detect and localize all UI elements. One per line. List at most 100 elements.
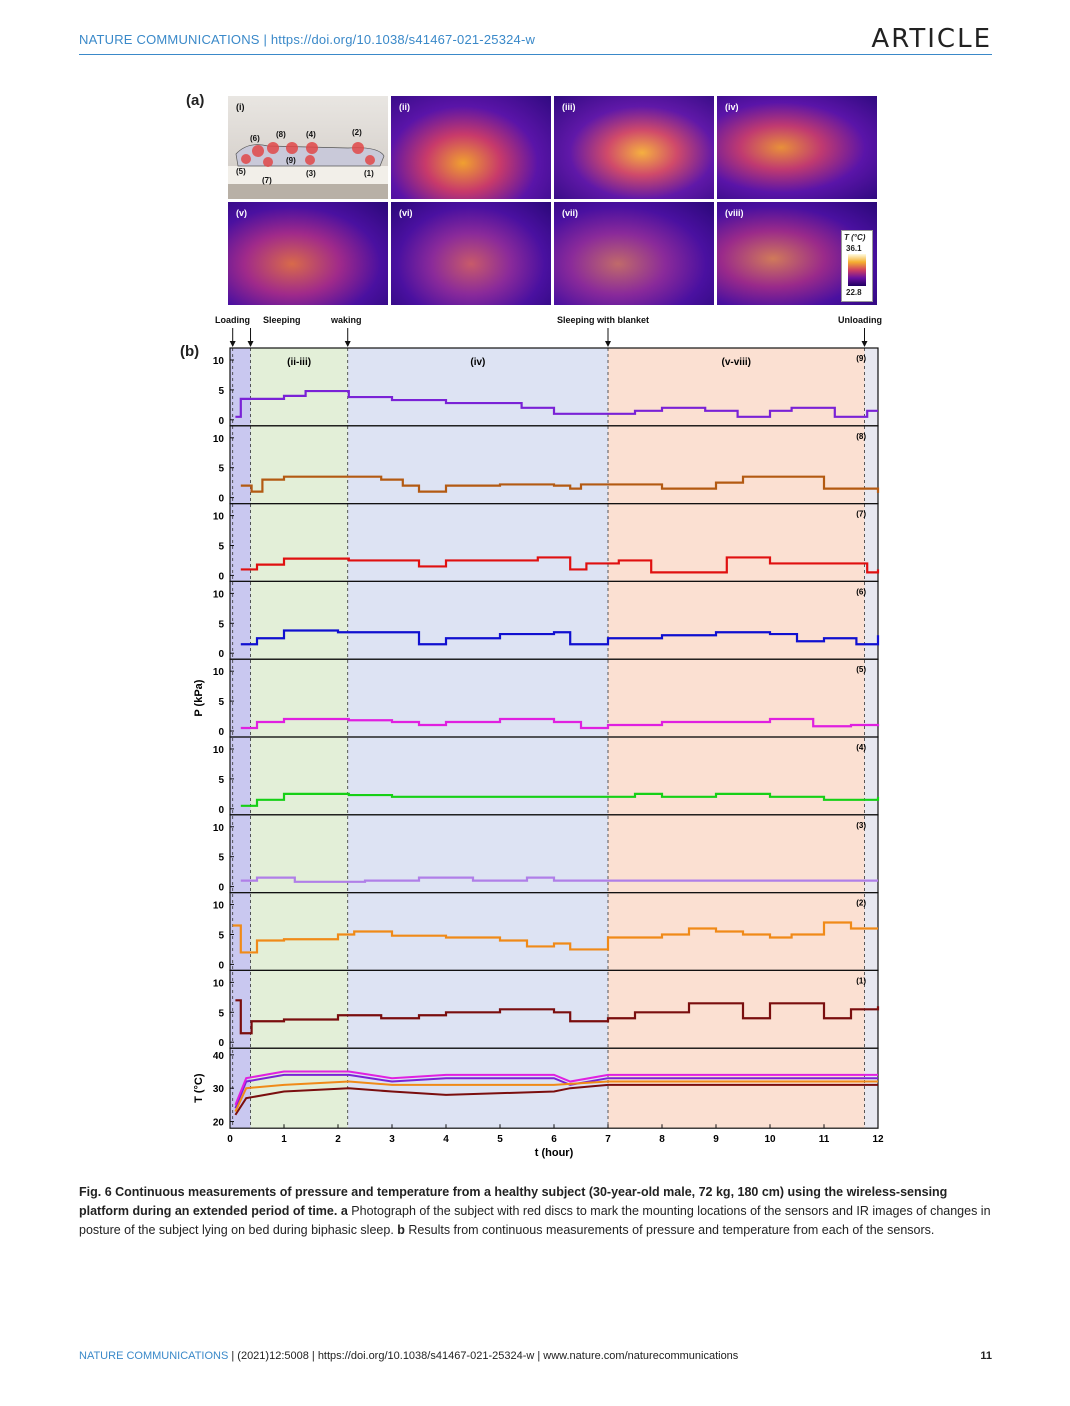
ir-image-ii: (ii): [391, 96, 551, 199]
phase-label-1: (iv): [470, 357, 485, 368]
colorbar-max: 36.1: [846, 244, 862, 253]
sensor-panel-label: (8): [856, 432, 866, 441]
colorbar-min: 22.8: [846, 288, 862, 297]
temperature-series-line: [234, 1070, 878, 1106]
pressure-series-line: [240, 629, 880, 646]
temperature-ytick-label: 20: [213, 1118, 225, 1129]
pressure-ytick-label: 5: [218, 541, 224, 552]
pressure-ytick-label: 5: [218, 1008, 224, 1019]
temperature-ytick-label: 40: [213, 1051, 225, 1062]
pressure-ytick-label: 0: [218, 649, 224, 660]
event-arrowhead-2: [344, 341, 351, 347]
event-arrowhead-0: [229, 341, 236, 347]
colorbar-title: T (°C): [844, 233, 866, 242]
ir-image-vii: (vii): [554, 202, 714, 305]
x-tick-label: 11: [819, 1134, 830, 1145]
footer-brand[interactable]: NATURE COMMUNICATIONS: [79, 1350, 229, 1362]
page-number: 11: [980, 1350, 992, 1362]
pressure-series-line: [232, 921, 878, 954]
event-loading: Loading: [215, 315, 250, 325]
pressure-series-line: [240, 556, 880, 574]
ir-image-viii: (viii) T (°C) 36.1 22.8: [717, 202, 877, 305]
pressure-ytick-label: 10: [213, 356, 225, 367]
pressure-series-line: [240, 717, 880, 730]
event-arrowhead-4: [861, 341, 868, 347]
colorbar: T (°C) 36.1 22.8: [841, 230, 873, 302]
pressure-ytick-label: 10: [213, 512, 225, 523]
footer-citation: NATURE COMMUNICATIONS | (2021)12:5008 | …: [79, 1350, 738, 1362]
pressure-ytick-label: 0: [218, 805, 224, 816]
x-tick-label: 8: [659, 1134, 665, 1145]
caption-title: Fig. 6 Continuous measurements of pressu…: [79, 1185, 948, 1218]
pressure-ytick-label: 10: [213, 589, 225, 600]
sensor-panel-label: (1): [856, 976, 866, 985]
ir-image-viii-label: (viii): [725, 208, 744, 218]
ir-image-v: (v): [228, 202, 388, 305]
event-unloading: Unloading: [838, 315, 882, 325]
x-tick-label: 4: [443, 1134, 449, 1145]
sensor-mark-3: (3): [306, 169, 316, 178]
phase-band-1: [250, 348, 348, 1129]
event-arrowhead-1: [247, 341, 254, 347]
phase-band-0: [230, 348, 251, 1129]
pressure-ytick-label: 0: [218, 1038, 224, 1049]
x-tick-label: 5: [497, 1134, 503, 1145]
pressure-ytick-label: 10: [213, 978, 225, 989]
sensor-mark-6: (6): [250, 134, 260, 143]
phase-label-0: (ii-iii): [287, 357, 311, 368]
temperature-series-line: [234, 1083, 878, 1116]
ir-image-vi: (vi): [391, 202, 551, 305]
x-tick-label: 7: [605, 1134, 611, 1145]
pressure-ytick-label: 5: [218, 386, 224, 397]
colorbar-gradient: [848, 254, 866, 286]
phase-band-3: [608, 348, 865, 1129]
x-tick-label: 3: [389, 1134, 395, 1145]
pressure-ytick-label: 5: [218, 697, 224, 708]
event-sleeping-with-blanket: Sleeping with blanket: [557, 315, 650, 325]
x-tick-label: 6: [551, 1134, 557, 1145]
pressure-ytick-label: 0: [218, 416, 224, 427]
ir-image-iv: (iv): [717, 96, 877, 199]
pressure-ytick-label: 0: [218, 571, 224, 582]
pressure-series-line: [240, 475, 880, 493]
pressure-ytick-label: 10: [213, 901, 225, 912]
journal-header-link[interactable]: NATURE COMMUNICATIONS | https://doi.org/…: [79, 32, 536, 47]
pressure-ytick-label: 5: [218, 619, 224, 630]
phase-band-4: [864, 348, 878, 1129]
caption-part-a-label: a: [340, 1204, 348, 1218]
temperature-series-line: [234, 1080, 878, 1112]
pressure-series-line: [240, 792, 880, 807]
temperature-series-line: [234, 1073, 878, 1109]
sensor-panel-label: (9): [856, 354, 866, 363]
photo-subject-drawing: [228, 142, 388, 199]
caption-part-a-text: Photograph of the subject with red discs…: [79, 1204, 991, 1237]
event-sleeping: Sleeping: [263, 315, 301, 325]
header-rule: [79, 54, 992, 55]
pressure-ytick-label: 0: [218, 960, 224, 971]
pressure-ytick-label: 10: [213, 434, 225, 445]
pressure-ytick-label: 10: [213, 667, 225, 678]
caption-part-b-label: b: [397, 1223, 405, 1237]
sensor-panel-label: (7): [856, 510, 866, 519]
sensor-mark-4: (4): [306, 130, 316, 139]
sensor-mark-1: (1): [364, 169, 374, 178]
pressure-ytick-label: 0: [218, 883, 224, 894]
footer-citation-text: | (2021)12:5008 | https://doi.org/10.103…: [231, 1350, 739, 1362]
sensor-panel-label: (5): [856, 665, 866, 674]
phase-label-2: (v-viii): [722, 357, 751, 368]
event-arrowhead-3: [605, 341, 611, 347]
x-tick-label: 0: [227, 1134, 233, 1145]
pressure-ytick-label: 5: [218, 853, 224, 864]
temperature-y-axis-label: T (°C): [193, 1073, 205, 1103]
sensor-panel-label: (6): [856, 587, 866, 596]
x-tick-label: 1: [281, 1134, 287, 1145]
panel-b-label: (b): [180, 343, 200, 360]
caption-part-b-text: Results from continuous measurements of …: [408, 1223, 935, 1237]
sensor-panel-label: (3): [856, 821, 866, 830]
ir-image-iv-label: (iv): [725, 102, 739, 112]
ir-image-vi-label: (vi): [399, 208, 413, 218]
sensor-mark-7: (7): [262, 176, 272, 185]
pressure-ytick-label: 10: [213, 745, 225, 756]
photo-label: (i): [236, 102, 245, 112]
